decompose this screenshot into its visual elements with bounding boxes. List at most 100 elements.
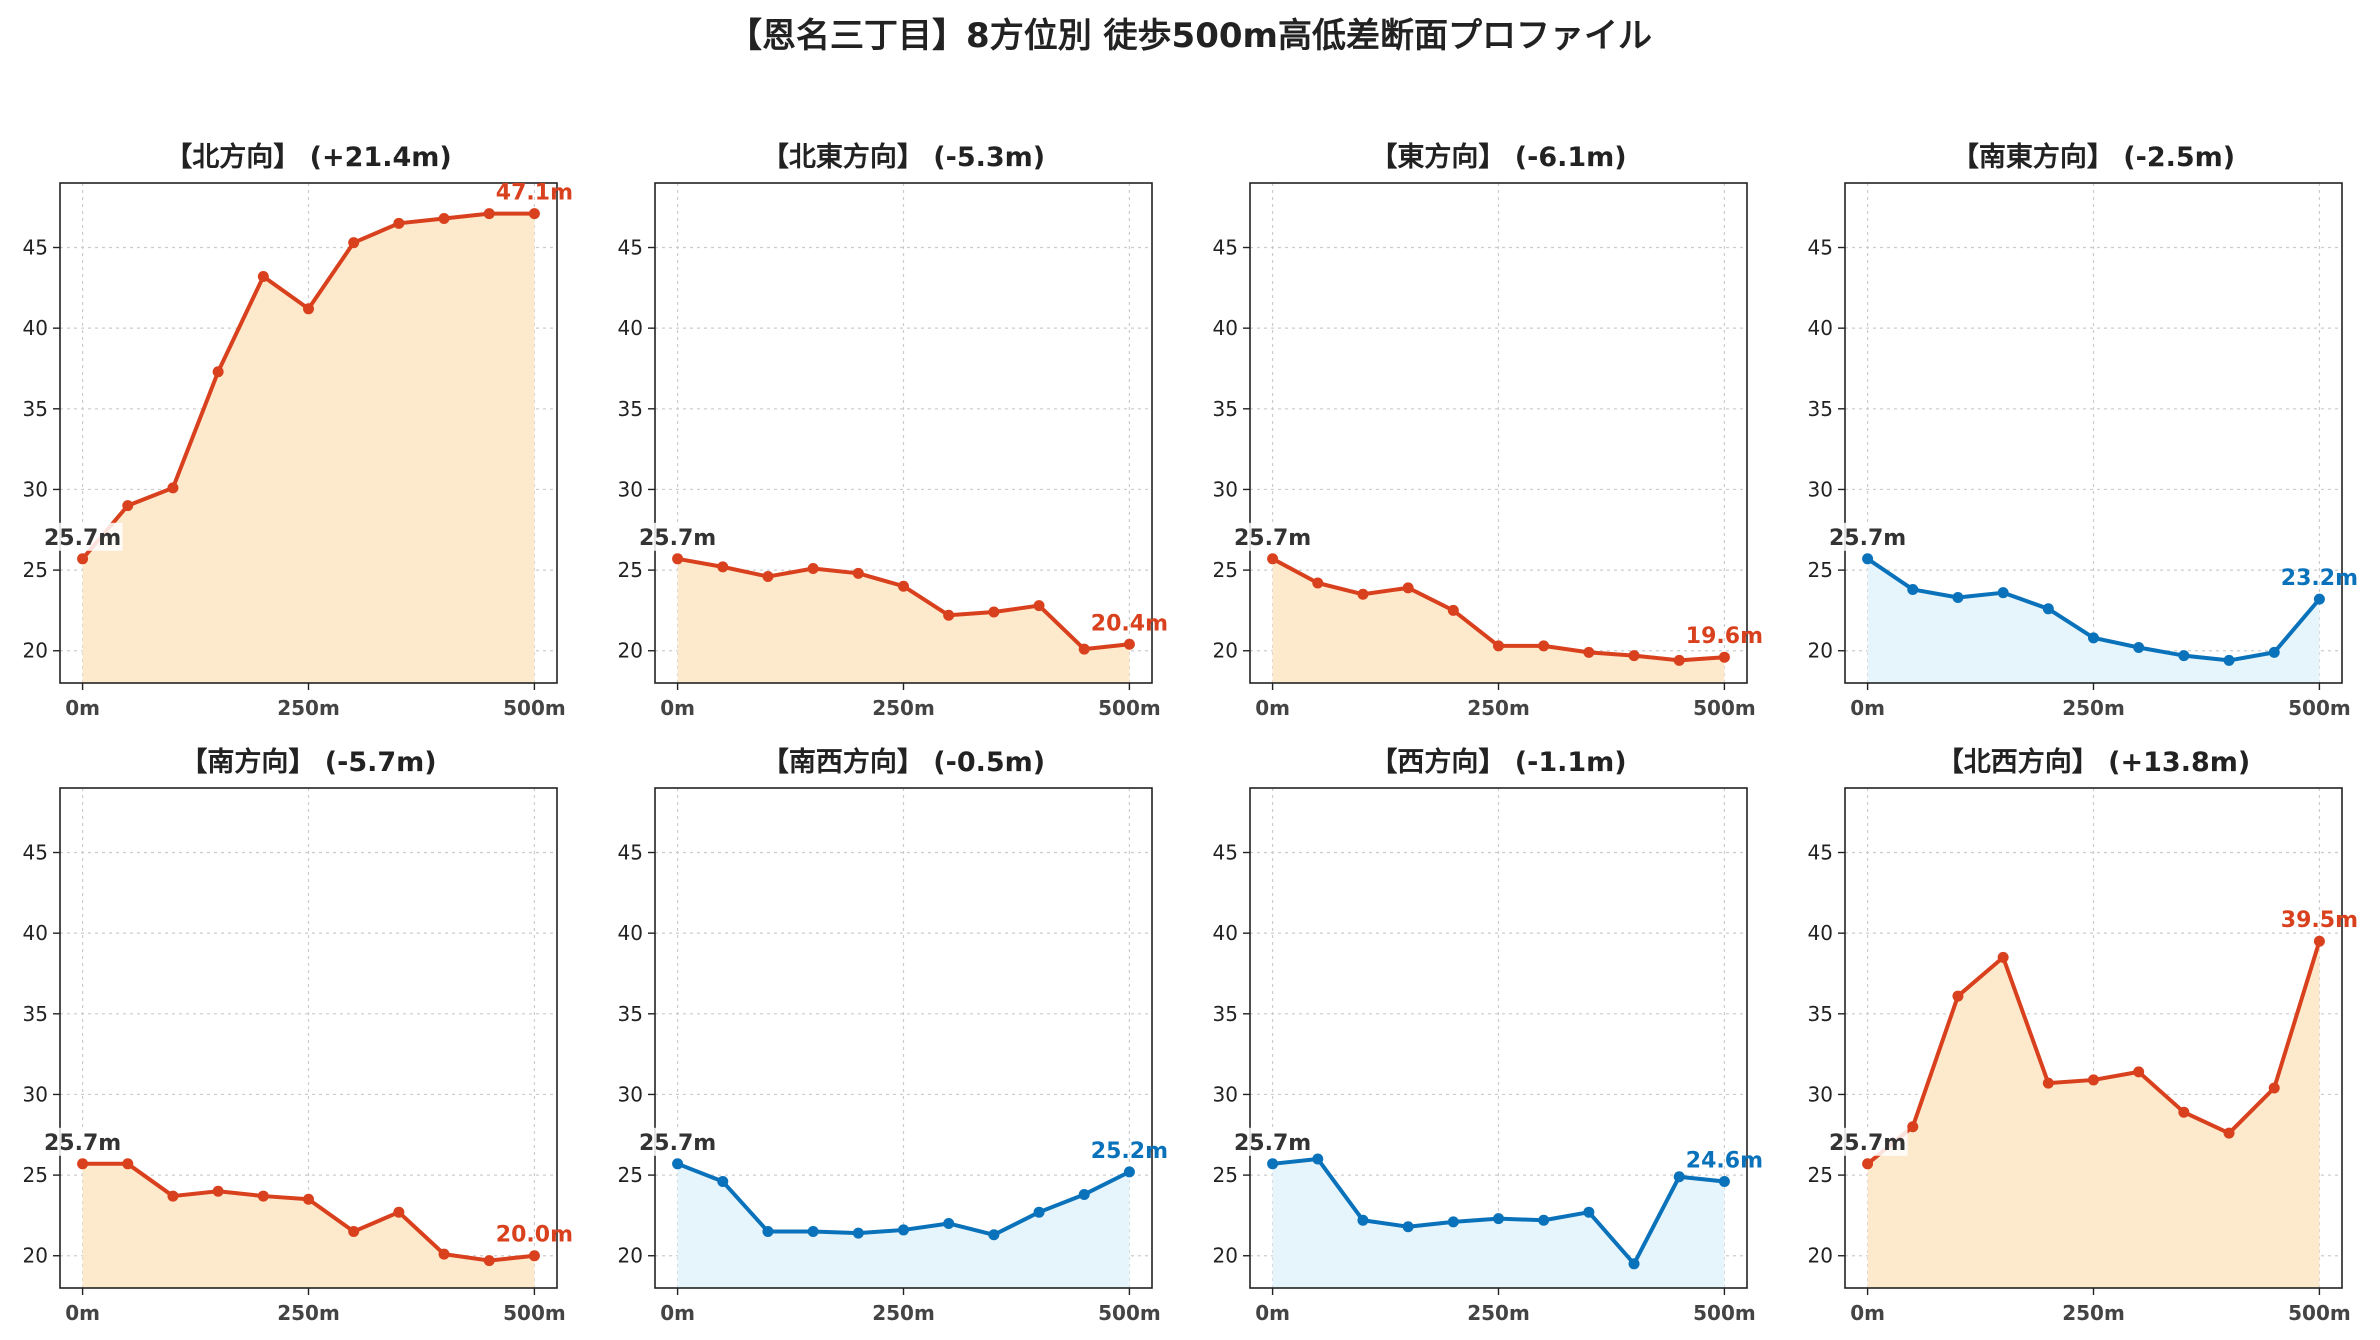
y-tick-label: 40 xyxy=(1808,921,1833,945)
y-tick-label: 30 xyxy=(1213,477,1238,501)
y-tick-label: 25 xyxy=(23,558,48,582)
x-tick-label: 250m xyxy=(277,696,340,720)
x-tick-label: 250m xyxy=(2062,696,2125,720)
start-value-label: 25.7m xyxy=(639,1131,716,1156)
data-point xyxy=(988,1229,1000,1241)
x-tick-label: 500m xyxy=(1693,696,1756,720)
y-tick-label: 25 xyxy=(618,558,643,582)
start-value-label: 25.7m xyxy=(44,526,121,551)
start-value-label: 25.7m xyxy=(639,526,716,551)
data-point xyxy=(1583,1206,1595,1218)
data-point xyxy=(2088,632,2099,644)
y-tick-label: 45 xyxy=(1808,236,1833,260)
main-title: 【恩名三丁目】8方位別 徒歩500m高低差断面プロファイル xyxy=(728,16,1652,56)
y-tick-label: 25 xyxy=(1213,1163,1238,1187)
y-tick-label: 45 xyxy=(1213,841,1238,865)
data-point xyxy=(1583,646,1595,658)
x-tick-label: 500m xyxy=(503,696,566,720)
data-point xyxy=(807,1226,819,1238)
chart-panel-4: 【南東方向】 (-2.5m) 20 25 30 35 40 45 0m 250m 500m 25.7… xyxy=(1808,141,2358,720)
y-tick-label: 30 xyxy=(618,1082,643,1106)
y-tick-label: 40 xyxy=(1213,316,1238,340)
data-point xyxy=(807,562,819,574)
data-point xyxy=(1402,1221,1414,1233)
data-point xyxy=(77,1158,89,1170)
data-point xyxy=(852,567,864,579)
data-point xyxy=(717,561,729,573)
x-tick-label: 500m xyxy=(1098,1301,1161,1325)
chart-panel-5: 【南方向】 (-5.7m) 20 25 30 35 40 45 0m 250m 500m 25.7m… xyxy=(23,746,573,1325)
x-tick-label: 500m xyxy=(2288,696,2351,720)
panel-title: 【北西方向】 (+13.8m) xyxy=(1937,746,2250,778)
data-point xyxy=(528,1250,540,1262)
area-fill xyxy=(82,213,535,684)
data-point xyxy=(1312,577,1324,589)
data-point xyxy=(1033,600,1045,612)
panel-title: 【北東方向】 (-5.3m) xyxy=(762,141,1045,173)
data-point xyxy=(1538,640,1550,652)
y-tick-label: 30 xyxy=(23,477,48,501)
start-label-bg xyxy=(1827,1127,1908,1156)
x-tick-label: 0m xyxy=(65,696,100,720)
data-point xyxy=(303,303,314,315)
data-point xyxy=(348,1226,360,1238)
y-tick-label: 20 xyxy=(1213,639,1238,663)
start-value-label: 25.7m xyxy=(1829,1131,1906,1156)
x-tick-label: 500m xyxy=(503,1301,566,1325)
data-point xyxy=(528,208,540,220)
data-point xyxy=(1123,1166,1135,1178)
data-point xyxy=(852,1227,864,1239)
end-value-label: 25.2m xyxy=(1091,1139,1168,1164)
y-tick-label: 45 xyxy=(1808,841,1833,865)
y-tick-label: 25 xyxy=(23,1163,48,1187)
y-tick-label: 45 xyxy=(618,236,643,260)
data-point xyxy=(122,500,134,512)
area-fill xyxy=(1867,558,2320,683)
data-point xyxy=(1267,1158,1279,1170)
data-point xyxy=(1862,553,1874,565)
data-point xyxy=(2313,593,2325,605)
data-point xyxy=(1447,1216,1459,1228)
x-tick-label: 0m xyxy=(1255,1301,1290,1325)
data-point xyxy=(1952,990,1964,1002)
start-label-bg xyxy=(637,1127,718,1156)
data-point xyxy=(717,1176,729,1188)
y-tick-label: 35 xyxy=(23,397,48,421)
x-tick-label: 0m xyxy=(1850,696,1885,720)
x-tick-label: 250m xyxy=(1467,696,1530,720)
data-point xyxy=(1538,1214,1550,1226)
data-point xyxy=(348,237,360,249)
data-point xyxy=(1673,654,1685,666)
x-tick-label: 0m xyxy=(660,1301,695,1325)
y-tick-label: 25 xyxy=(1808,558,1833,582)
data-point xyxy=(898,1224,909,1236)
data-point xyxy=(257,1190,269,1202)
end-value-label: 47.1m xyxy=(496,181,573,206)
data-point xyxy=(1493,640,1504,652)
data-point xyxy=(2223,654,2235,666)
end-value-label: 39.5m xyxy=(2281,908,2358,933)
data-point xyxy=(1312,1153,1324,1165)
y-tick-label: 30 xyxy=(1808,1082,1833,1106)
data-point xyxy=(1952,592,1964,604)
y-tick-label: 45 xyxy=(23,236,48,260)
y-tick-label: 25 xyxy=(1808,1163,1833,1187)
start-label-bg xyxy=(42,1127,123,1156)
data-point xyxy=(1033,1206,1045,1218)
data-point xyxy=(2133,1066,2145,1078)
data-point xyxy=(1718,651,1730,663)
panel-title: 【南東方向】 (-2.5m) xyxy=(1952,141,2235,173)
data-point xyxy=(898,580,909,592)
data-point xyxy=(1078,1188,1090,1200)
y-tick-label: 20 xyxy=(23,1244,48,1268)
y-tick-label: 20 xyxy=(618,639,643,663)
data-point xyxy=(672,553,684,565)
data-point xyxy=(762,1226,774,1238)
y-tick-label: 35 xyxy=(1808,1002,1833,1026)
y-tick-label: 45 xyxy=(23,841,48,865)
y-tick-label: 40 xyxy=(618,316,643,340)
data-point xyxy=(438,212,450,224)
data-point xyxy=(2268,646,2280,658)
data-point xyxy=(483,208,495,220)
data-point xyxy=(943,609,955,621)
